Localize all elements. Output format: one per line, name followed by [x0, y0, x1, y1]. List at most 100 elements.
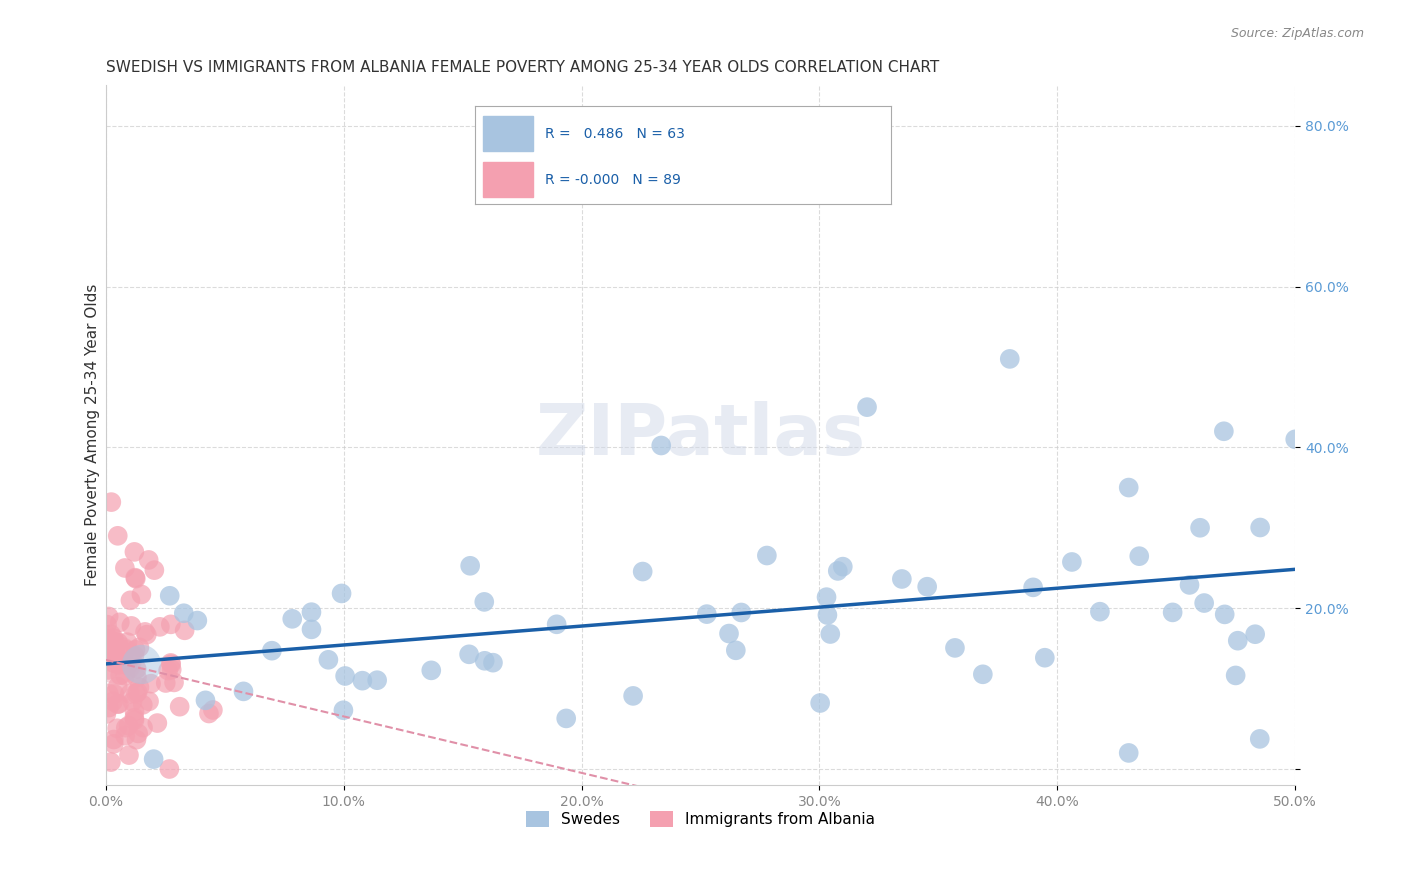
Immigrants from Albania	[107, 635, 129, 649]
Swedes	[650, 438, 672, 452]
Swedes	[159, 589, 181, 603]
Text: ZIPatlas: ZIPatlas	[536, 401, 866, 470]
Immigrants from Albania	[98, 644, 121, 658]
Immigrants from Albania	[103, 634, 125, 648]
Immigrants from Albania	[125, 662, 148, 676]
Immigrants from Albania	[159, 617, 181, 632]
Immigrants from Albania	[103, 648, 125, 662]
Swedes	[1118, 481, 1140, 495]
Immigrants from Albania	[135, 627, 157, 641]
Immigrants from Albania	[114, 561, 136, 575]
Swedes	[472, 595, 495, 609]
Immigrants from Albania	[104, 646, 127, 660]
Swedes	[1225, 668, 1247, 682]
Swedes	[915, 580, 938, 594]
Swedes	[730, 606, 752, 620]
Immigrants from Albania	[117, 718, 139, 732]
Swedes	[458, 558, 481, 573]
Swedes	[330, 586, 353, 600]
Immigrants from Albania	[201, 703, 224, 717]
Immigrants from Albania	[127, 726, 149, 740]
Immigrants from Albania	[138, 694, 160, 708]
Immigrants from Albania	[155, 676, 177, 690]
Immigrants from Albania	[103, 642, 125, 657]
Swedes	[332, 703, 354, 717]
Immigrants from Albania	[134, 624, 156, 639]
Immigrants from Albania	[108, 615, 131, 630]
Immigrants from Albania	[103, 732, 125, 747]
Immigrants from Albania	[124, 642, 146, 657]
Swedes	[333, 669, 356, 683]
Immigrants from Albania	[108, 668, 131, 682]
Immigrants from Albania	[97, 700, 120, 714]
Immigrants from Albania	[163, 675, 186, 690]
Immigrants from Albania	[124, 713, 146, 727]
Immigrants from Albania	[98, 632, 121, 646]
Swedes	[142, 752, 165, 766]
Immigrants from Albania	[101, 694, 124, 708]
Immigrants from Albania	[94, 643, 117, 657]
Immigrants from Albania	[121, 695, 143, 709]
Swedes	[972, 667, 994, 681]
Immigrants from Albania	[139, 676, 162, 690]
Swedes	[815, 590, 838, 604]
Immigrants from Albania	[115, 642, 138, 657]
Swedes	[260, 643, 283, 657]
Swedes	[173, 606, 195, 620]
Swedes	[808, 696, 831, 710]
Swedes	[718, 626, 741, 640]
Immigrants from Albania	[125, 732, 148, 747]
Immigrants from Albania	[96, 706, 118, 721]
Immigrants from Albania	[97, 663, 120, 677]
Immigrants from Albania	[107, 697, 129, 711]
Immigrants from Albania	[159, 656, 181, 670]
Immigrants from Albania	[107, 529, 129, 543]
Immigrants from Albania	[114, 721, 136, 735]
Immigrants from Albania	[131, 587, 153, 601]
Immigrants from Albania	[160, 657, 183, 672]
Swedes	[420, 664, 443, 678]
Immigrants from Albania	[124, 545, 146, 559]
Immigrants from Albania	[108, 697, 131, 711]
Swedes	[555, 711, 578, 725]
Swedes	[352, 673, 374, 688]
Immigrants from Albania	[103, 656, 125, 670]
Immigrants from Albania	[100, 627, 122, 641]
Swedes	[815, 607, 838, 622]
Immigrants from Albania	[105, 649, 128, 664]
Swedes	[943, 640, 966, 655]
Immigrants from Albania	[132, 698, 155, 712]
Immigrants from Albania	[146, 716, 169, 731]
Swedes	[1178, 578, 1201, 592]
Immigrants from Albania	[114, 669, 136, 683]
Immigrants from Albania	[124, 648, 146, 663]
Immigrants from Albania	[120, 593, 142, 607]
Immigrants from Albania	[160, 663, 183, 677]
Swedes	[194, 693, 217, 707]
Swedes	[1022, 580, 1045, 594]
Legend: Swedes, Immigrants from Albania: Swedes, Immigrants from Albania	[519, 805, 882, 833]
Immigrants from Albania	[169, 699, 191, 714]
Immigrants from Albania	[107, 680, 129, 694]
Swedes	[1060, 555, 1083, 569]
Swedes	[366, 673, 388, 688]
Swedes	[474, 654, 496, 668]
Immigrants from Albania	[114, 729, 136, 743]
Point	[131, 657, 153, 672]
Swedes	[1161, 606, 1184, 620]
Immigrants from Albania	[97, 609, 120, 624]
Swedes	[281, 612, 304, 626]
Immigrants from Albania	[173, 624, 195, 638]
Swedes	[1033, 650, 1056, 665]
Swedes	[1244, 627, 1267, 641]
Swedes	[696, 607, 718, 621]
Immigrants from Albania	[124, 705, 146, 719]
Immigrants from Albania	[118, 687, 141, 701]
Swedes	[831, 559, 853, 574]
Immigrants from Albania	[100, 495, 122, 509]
Swedes	[1128, 549, 1150, 564]
Immigrants from Albania	[128, 681, 150, 695]
Immigrants from Albania	[125, 572, 148, 586]
Swedes	[820, 627, 842, 641]
Swedes	[1249, 731, 1271, 746]
